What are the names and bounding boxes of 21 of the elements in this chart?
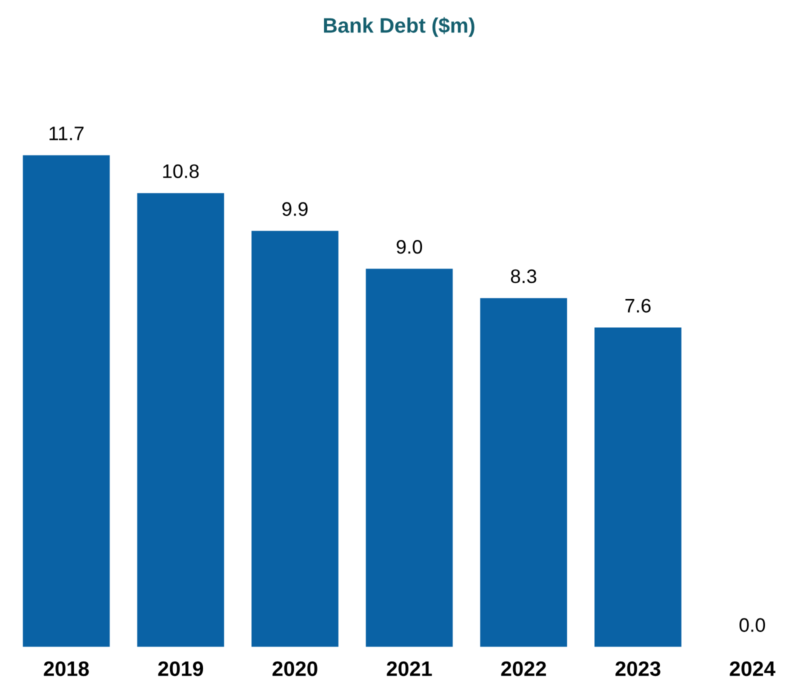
bar xyxy=(252,230,338,647)
x-tick-label: 2023 xyxy=(615,661,660,676)
data-label: 8.3 xyxy=(510,269,536,284)
data-label: 9.0 xyxy=(396,240,422,254)
x-tick-label: 2024 xyxy=(730,661,776,676)
chart-title: Bank Debt ($m) xyxy=(324,17,474,37)
bar xyxy=(480,298,568,647)
bar xyxy=(366,268,453,647)
data-label: 11.7 xyxy=(50,126,84,140)
x-tick-label: 2018 xyxy=(44,661,89,676)
x-tick-label: 2022 xyxy=(501,661,546,676)
bar xyxy=(594,328,682,647)
x-tick-label: 2020 xyxy=(272,661,318,676)
bar xyxy=(22,155,110,647)
data-label: 0.0 xyxy=(740,618,766,632)
data-label: 9.9 xyxy=(282,202,308,216)
x-tick-label: 2021 xyxy=(386,661,432,676)
data-label: 10.8 xyxy=(163,164,199,178)
x-tick-label: 2019 xyxy=(158,661,204,676)
bar xyxy=(137,193,224,647)
data-label: 7.6 xyxy=(625,298,651,313)
